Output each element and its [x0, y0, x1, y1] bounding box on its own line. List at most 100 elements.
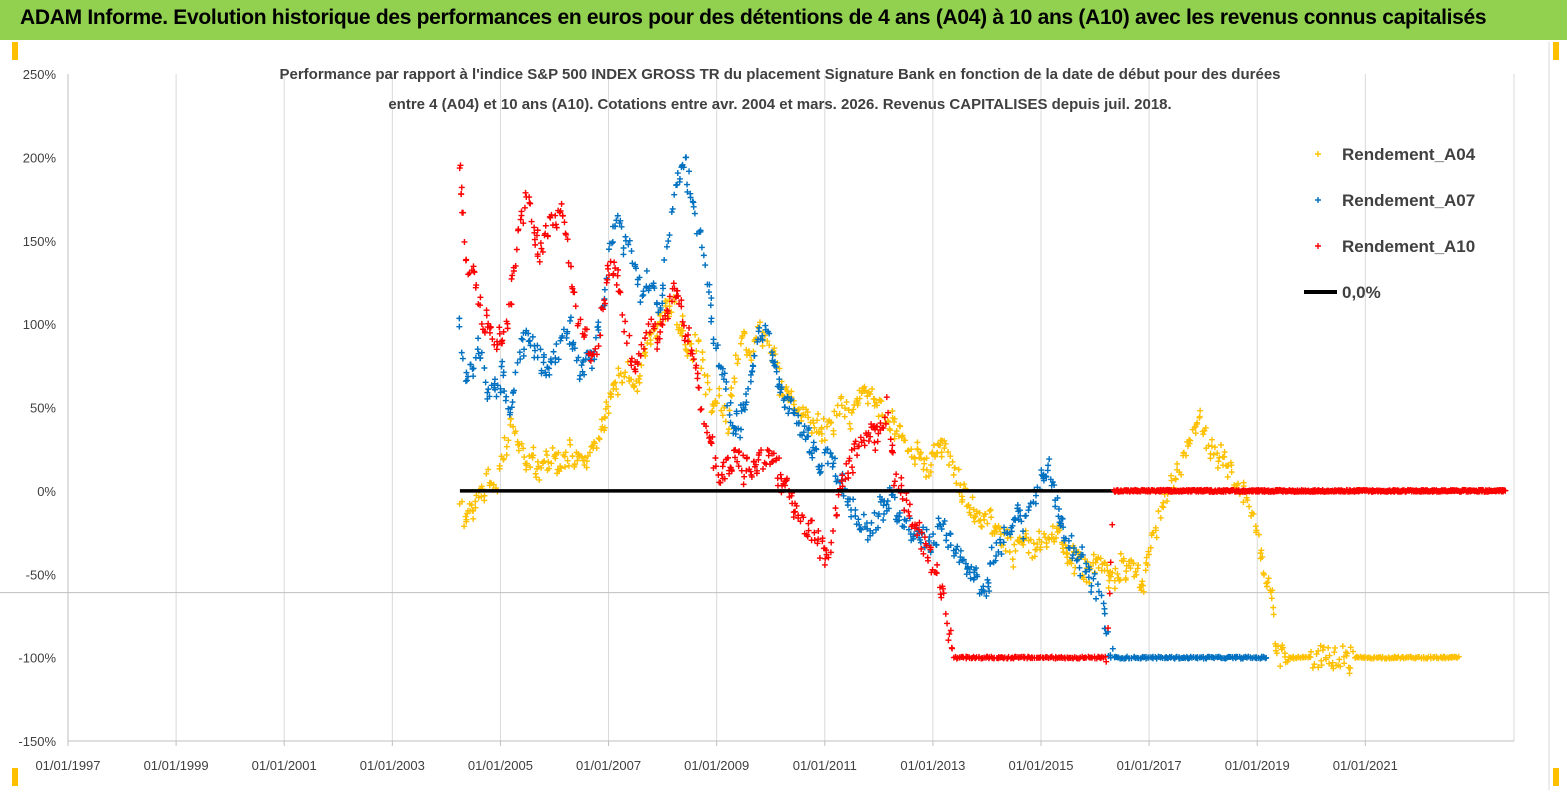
point-rendement-a07 [552, 359, 559, 366]
point-rendement-a04 [850, 406, 857, 413]
point-rendement-a07 [505, 405, 512, 412]
point-rendement-a07 [659, 282, 666, 289]
chart-title-line-1: Performance par rapport à l'indice S&P 5… [279, 66, 1280, 83]
point-rendement-a04 [481, 497, 488, 504]
point-rendement-a10 [515, 227, 522, 234]
point-rendement-a07 [816, 470, 823, 477]
point-rendement-a07 [1076, 564, 1083, 571]
point-rendement-a10 [875, 430, 882, 437]
point-rendement-a10 [845, 474, 852, 481]
point-rendement-a10 [703, 423, 710, 430]
point-rendement-a04 [1164, 498, 1171, 505]
point-rendement-a04 [534, 458, 541, 465]
point-rendement-a04 [899, 432, 906, 439]
chart-grid [0, 74, 1549, 741]
point-rendement-a04 [1064, 554, 1071, 561]
point-rendement-a04 [1255, 531, 1262, 538]
point-rendement-a04 [566, 437, 573, 444]
point-rendement-a04 [1240, 479, 1247, 486]
point-rendement-a04 [527, 464, 534, 471]
y-tick-label: -150% [18, 734, 56, 749]
point-rendement-a04 [601, 413, 608, 420]
y-tick-label: -50% [26, 567, 57, 582]
point-rendement-a07 [1058, 520, 1064, 527]
point-rendement-a04 [1012, 547, 1019, 554]
point-rendement-a04 [951, 464, 958, 471]
point-rendement-a07 [741, 406, 748, 413]
point-rendement-a04 [1139, 578, 1146, 585]
x-tick-label: 01/01/1999 [144, 758, 209, 773]
point-rendement-a04 [987, 506, 994, 513]
point-rendement-a10 [539, 248, 546, 255]
point-rendement-a04 [1025, 549, 1032, 556]
point-rendement-a07 [1020, 535, 1027, 542]
point-rendement-a10 [741, 473, 748, 480]
point-rendement-a04 [1216, 454, 1223, 461]
point-rendement-a07 [1062, 535, 1069, 542]
point-rendement-a04 [1117, 550, 1124, 557]
point-rendement-a10 [521, 204, 528, 211]
point-rendement-a04 [634, 388, 641, 395]
point-rendement-a07 [674, 170, 681, 177]
point-rendement-a07 [629, 260, 636, 267]
point-rendement-a10 [905, 508, 912, 515]
point-rendement-a07 [749, 362, 756, 369]
point-rendement-a07 [456, 323, 463, 330]
point-rendement-a07 [1073, 557, 1080, 564]
x-tick-label: 01/01/2021 [1333, 758, 1398, 773]
point-rendement-a04 [838, 402, 845, 409]
point-rendement-a07 [636, 274, 643, 281]
point-rendement-a04 [869, 385, 876, 392]
point-rendement-a04 [1208, 443, 1215, 450]
point-rendement-a10 [932, 569, 939, 576]
point-rendement-a07 [617, 217, 624, 224]
point-rendement-a04 [1214, 450, 1221, 457]
point-rendement-a07 [1018, 518, 1025, 525]
legend-label: Rendement_A10 [1342, 237, 1475, 256]
point-rendement-a04 [1038, 539, 1045, 546]
point-rendement-a04 [1332, 644, 1339, 651]
point-legend-rendement-a10 [1315, 243, 1321, 249]
point-rendement-a07 [881, 510, 888, 517]
point-rendement-a04 [1056, 527, 1063, 534]
point-rendement-a07 [947, 530, 954, 537]
point-rendement-a07 [855, 516, 862, 523]
point-rendement-a04 [1011, 541, 1018, 548]
corner-marker-left [12, 768, 18, 786]
point-rendement-a04 [601, 424, 608, 431]
point-rendement-a04 [636, 372, 643, 379]
point-rendement-a04 [536, 476, 543, 483]
point-rendement-a07 [748, 368, 755, 375]
point-rendement-a04 [821, 437, 828, 444]
point-rendement-a10 [891, 478, 898, 485]
point-rendement-a07 [659, 300, 666, 307]
point-rendement-a04 [808, 430, 815, 437]
point-rendement-a04 [561, 453, 568, 460]
point-rendement-a04 [843, 399, 850, 406]
point-rendement-a07 [1083, 568, 1090, 575]
point-rendement-a07 [550, 348, 557, 355]
point-rendement-a10 [946, 631, 953, 638]
point-rendement-a04 [966, 504, 973, 511]
point-rendement-a07 [719, 371, 726, 378]
point-rendement-a07 [1001, 524, 1008, 531]
point-rendement-a10 [855, 443, 862, 450]
point-rendement-a10 [916, 519, 923, 526]
point-rendement-a07 [478, 349, 485, 356]
point-legend-rendement-a04 [1315, 151, 1321, 157]
point-rendement-a07 [537, 346, 544, 353]
point-rendement-a04 [1317, 642, 1324, 649]
point-rendement-a07 [981, 588, 988, 595]
point-rendement-a07 [1091, 570, 1098, 577]
point-rendement-a10 [565, 259, 572, 266]
point-rendement-a04 [530, 452, 537, 459]
point-rendement-a10 [945, 637, 952, 644]
point-rendement-a04 [1344, 650, 1351, 657]
point-rendement-a07 [1086, 566, 1093, 573]
point-rendement-a07 [805, 433, 812, 440]
point-rendement-a04 [1270, 611, 1277, 618]
point-rendement-a10 [534, 251, 541, 258]
point-rendement-a04 [1308, 648, 1315, 655]
point-rendement-a04 [1240, 499, 1247, 506]
point-rendement-a10 [542, 222, 549, 229]
